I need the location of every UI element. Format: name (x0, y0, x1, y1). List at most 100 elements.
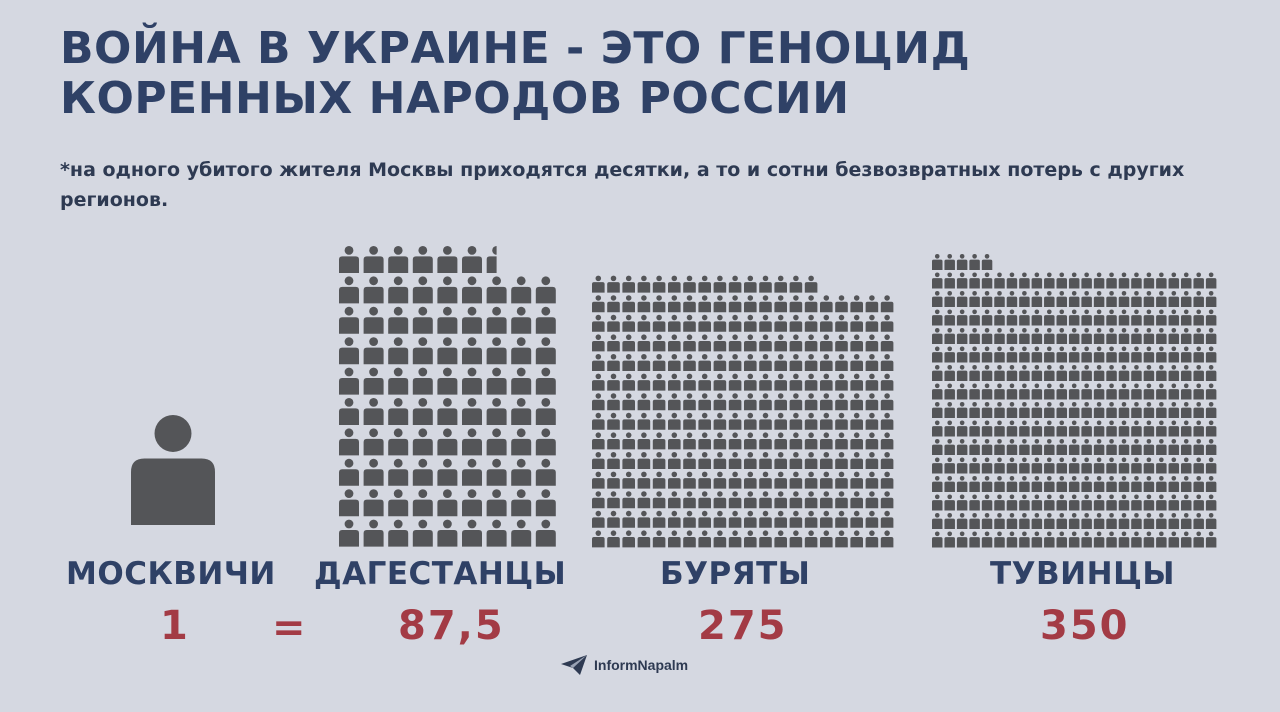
category-label-buryat: БУРЯТЫ (660, 556, 811, 592)
person-icon (592, 295, 605, 313)
person-icon (789, 491, 803, 509)
person-icon (1118, 402, 1130, 418)
person-icon (944, 254, 955, 270)
value-label-dagestan: 87,5 (398, 603, 505, 649)
person-icon (1056, 494, 1067, 511)
person-icon (944, 383, 955, 400)
person-icon (956, 457, 968, 474)
person-icon (835, 432, 848, 450)
person-icon (969, 476, 980, 492)
person-icon (865, 491, 879, 509)
person-icon (956, 439, 968, 455)
person-icon (956, 272, 968, 289)
person-icon (774, 334, 787, 352)
person-icon (339, 367, 359, 395)
person-icon (462, 428, 482, 456)
person-icon (698, 314, 711, 332)
person-icon (1205, 346, 1217, 363)
person-icon (652, 471, 666, 489)
person-icon (820, 393, 833, 411)
person-icon (981, 291, 993, 307)
person-icon (622, 432, 635, 450)
person-icon (592, 530, 605, 548)
person-icon (535, 306, 556, 334)
person-icon (1181, 513, 1192, 529)
person-icon (412, 246, 433, 273)
person-icon (932, 439, 943, 455)
person-icon (956, 346, 968, 363)
person-icon (1181, 439, 1192, 455)
person-icon (535, 337, 556, 365)
person-icon (1168, 272, 1180, 289)
person-icon (865, 373, 879, 391)
person-icon (1143, 457, 1155, 474)
value-label-tuva: 350 (1040, 603, 1130, 649)
person-icon (1181, 476, 1192, 492)
person-icon (637, 275, 651, 293)
person-icon (1118, 420, 1130, 437)
person-icon (652, 530, 666, 548)
person-icon (652, 334, 666, 352)
person-icon (668, 295, 681, 313)
person-icon (1019, 383, 1030, 400)
person-icon (1106, 513, 1117, 529)
person-icon (1205, 439, 1217, 455)
person-icon (1156, 309, 1167, 326)
person-icon (1205, 402, 1217, 418)
person-icon (1181, 457, 1192, 474)
person-icon (944, 420, 955, 437)
person-icon (880, 491, 894, 509)
person-icon (1031, 513, 1043, 529)
person-icon (1081, 272, 1092, 289)
person-icon (1031, 476, 1043, 492)
person-icon (412, 428, 433, 456)
person-icon (592, 432, 605, 450)
person-icon (622, 471, 635, 489)
person-icon (835, 510, 848, 528)
person-icon (1006, 513, 1018, 529)
person-icon (713, 354, 727, 371)
person-icon (865, 295, 879, 313)
person-icon (1181, 531, 1192, 548)
person-icon (1081, 420, 1092, 437)
person-icon (462, 337, 482, 365)
person-icon (1044, 513, 1055, 529)
person-icon (1031, 291, 1043, 307)
person-icon (1106, 272, 1117, 289)
person-icon (850, 334, 863, 352)
person-icon (1205, 272, 1217, 289)
person-icon (1044, 402, 1055, 418)
person-icon (1031, 272, 1043, 289)
person-icon (388, 519, 409, 547)
person-icon (683, 530, 696, 548)
person-icon (486, 519, 507, 547)
person-icon (969, 402, 980, 418)
person-icon (511, 306, 532, 334)
person-icon (774, 452, 787, 469)
person-icon (804, 393, 818, 411)
person-icon (668, 491, 681, 509)
person-icon (1044, 531, 1055, 548)
person-icon (437, 428, 458, 456)
person-icon (981, 531, 993, 548)
person-icon (1031, 383, 1043, 400)
person-icon (865, 530, 879, 548)
person-icon (592, 412, 605, 430)
person-icon (1068, 346, 1080, 363)
person-icon (804, 373, 818, 391)
person-icon (944, 272, 955, 289)
person-icon (713, 295, 727, 313)
person-icon (1118, 309, 1130, 326)
person-icon (1143, 291, 1155, 307)
person-icon (1193, 420, 1204, 437)
person-icon (363, 276, 384, 304)
person-icon (944, 457, 955, 474)
person-icon (698, 510, 711, 528)
person-icon (535, 276, 556, 304)
person-icon (969, 272, 980, 289)
person-icon (1143, 494, 1155, 511)
person-icon (1068, 531, 1080, 548)
person-icon (1093, 439, 1105, 455)
person-icon (698, 432, 711, 450)
person-icon (1106, 346, 1117, 363)
